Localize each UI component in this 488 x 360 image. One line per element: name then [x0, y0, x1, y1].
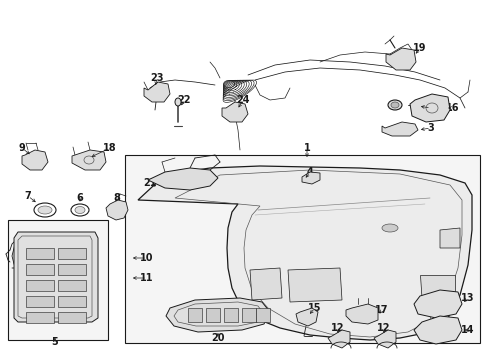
Bar	[8, 220, 108, 340]
Polygon shape	[143, 82, 170, 102]
Polygon shape	[385, 48, 415, 70]
Polygon shape	[409, 94, 449, 122]
Text: 6: 6	[77, 193, 83, 203]
Polygon shape	[327, 330, 349, 348]
Text: 14: 14	[460, 325, 474, 335]
Text: 1: 1	[303, 143, 310, 153]
Text: 11: 11	[140, 273, 153, 283]
Polygon shape	[58, 312, 86, 323]
Text: 18: 18	[103, 143, 117, 153]
Polygon shape	[58, 280, 86, 291]
Polygon shape	[106, 200, 128, 220]
Polygon shape	[26, 248, 54, 259]
Ellipse shape	[38, 206, 52, 214]
Polygon shape	[165, 298, 269, 332]
Polygon shape	[413, 290, 461, 318]
Text: 16: 16	[446, 103, 459, 113]
Polygon shape	[287, 268, 341, 302]
Polygon shape	[346, 304, 377, 324]
Ellipse shape	[175, 98, 181, 106]
Polygon shape	[22, 150, 48, 170]
Text: 8: 8	[113, 193, 120, 203]
Polygon shape	[381, 122, 417, 136]
Polygon shape	[439, 228, 459, 248]
Text: 12: 12	[330, 323, 344, 333]
Text: 23: 23	[150, 73, 163, 83]
Polygon shape	[205, 308, 220, 322]
Polygon shape	[224, 308, 238, 322]
Text: 12: 12	[376, 323, 390, 333]
Polygon shape	[58, 264, 86, 275]
Polygon shape	[242, 308, 256, 322]
Text: 17: 17	[374, 305, 388, 315]
Ellipse shape	[387, 100, 401, 110]
Text: 15: 15	[307, 303, 321, 313]
Polygon shape	[26, 264, 54, 275]
Polygon shape	[302, 172, 319, 184]
Text: 21: 21	[143, 178, 157, 188]
Ellipse shape	[390, 102, 398, 108]
Polygon shape	[26, 296, 54, 307]
Polygon shape	[187, 308, 202, 322]
Polygon shape	[222, 102, 247, 122]
Polygon shape	[58, 296, 86, 307]
Polygon shape	[58, 248, 86, 259]
Text: 9: 9	[19, 143, 25, 153]
Polygon shape	[26, 280, 54, 291]
Text: 5: 5	[52, 337, 58, 347]
Polygon shape	[413, 316, 461, 344]
Polygon shape	[148, 168, 218, 190]
Polygon shape	[419, 275, 454, 305]
Text: 7: 7	[24, 191, 31, 201]
Polygon shape	[14, 232, 98, 322]
Text: 13: 13	[460, 293, 474, 303]
Polygon shape	[373, 330, 395, 348]
Text: 10: 10	[140, 253, 153, 263]
Bar	[125, 155, 479, 343]
Polygon shape	[26, 312, 54, 323]
Polygon shape	[249, 268, 282, 300]
Ellipse shape	[75, 207, 85, 213]
Polygon shape	[295, 308, 317, 326]
Ellipse shape	[381, 224, 397, 232]
Text: 20: 20	[211, 333, 224, 343]
Text: 3: 3	[427, 123, 433, 133]
Text: 19: 19	[412, 43, 426, 53]
Text: 2: 2	[427, 103, 433, 113]
Text: 24: 24	[236, 95, 249, 105]
Polygon shape	[138, 166, 471, 340]
Polygon shape	[256, 308, 269, 322]
Text: 4: 4	[306, 167, 313, 177]
Text: 22: 22	[177, 95, 190, 105]
Polygon shape	[72, 150, 106, 170]
